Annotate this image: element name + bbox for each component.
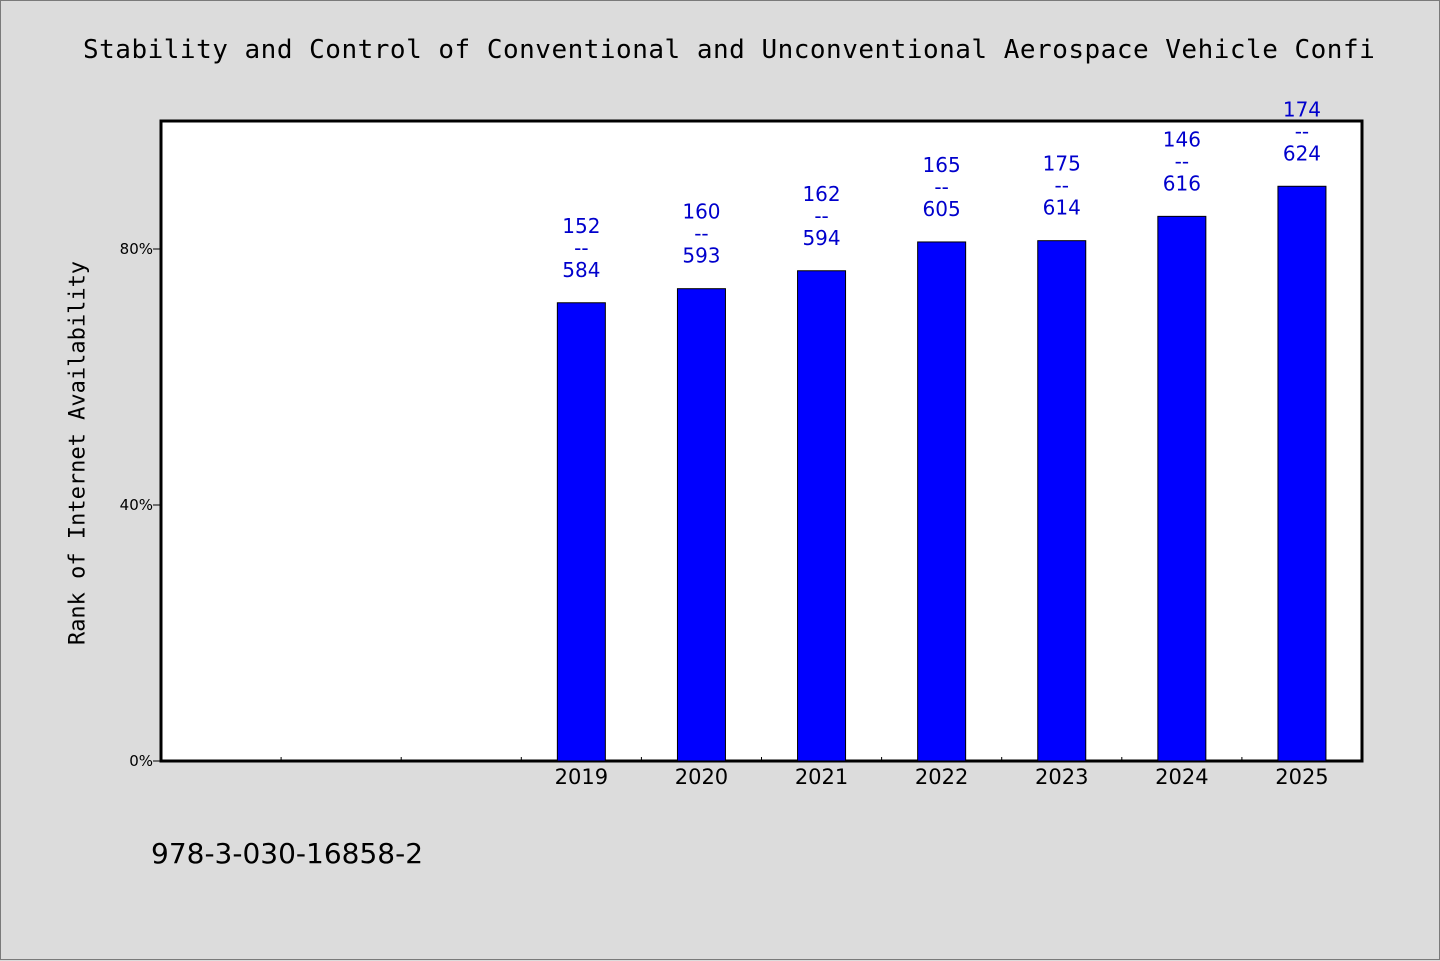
- x-tick-label: 2020: [675, 765, 728, 789]
- bar-data-label-line: 175: [1043, 152, 1081, 176]
- bar-data-label-line: 614: [1043, 196, 1081, 220]
- bar: [1277, 185, 1327, 762]
- bar-data-label: 175--614: [1043, 152, 1081, 220]
- bar-data-label-line: --: [1295, 119, 1309, 143]
- bar-data-label-line: 605: [923, 197, 961, 221]
- bar-data-label-line: --: [574, 236, 588, 260]
- bar-data-label-line: 152: [562, 214, 600, 238]
- bar: [1157, 215, 1207, 762]
- footer-isbn: 978-3-030-16858-2: [151, 837, 424, 870]
- y-tick-label: 0%: [129, 752, 153, 770]
- bar-data-label: 162--594: [802, 182, 840, 250]
- bar: [1037, 240, 1087, 762]
- x-tick-label: 2021: [795, 765, 848, 789]
- bar-data-label: 174--624: [1283, 97, 1321, 165]
- bar-data-label-line: 616: [1163, 171, 1201, 195]
- x-tick-label: 2025: [1275, 765, 1328, 789]
- bar: [917, 241, 967, 762]
- bar-data-label-line: 165: [923, 153, 961, 177]
- y-tick-label: 40%: [120, 496, 153, 514]
- bar-data-label-line: --: [814, 204, 828, 228]
- bar: [676, 288, 726, 762]
- bar-data-label: 146--616: [1163, 127, 1201, 195]
- y-tick-label: 80%: [120, 240, 153, 258]
- bar-data-label-line: 160: [682, 200, 720, 224]
- bar: [797, 270, 847, 762]
- bar-data-label-line: 594: [802, 226, 840, 250]
- bar-data-label-line: 624: [1283, 141, 1321, 165]
- bar-data-label-line: --: [1175, 149, 1189, 173]
- bar-data-label-line: --: [694, 222, 708, 246]
- bar: [556, 302, 606, 762]
- x-tick-label: 2022: [915, 765, 968, 789]
- bar-data-label-line: 162: [802, 182, 840, 206]
- bar-data-label: 165--605: [923, 153, 961, 221]
- bar-data-label: 160--593: [682, 200, 720, 268]
- bar-data-label-line: 146: [1163, 127, 1201, 151]
- bar-data-label-line: --: [934, 175, 948, 199]
- bar-data-label-line: 174: [1283, 97, 1321, 121]
- x-tick-label: 2019: [555, 765, 608, 789]
- x-tick-label: 2023: [1035, 765, 1088, 789]
- bar-data-label-line: --: [1055, 174, 1069, 198]
- bar-data-label: 152--584: [562, 214, 600, 282]
- chart-title: Stability and Control of Conventional an…: [83, 35, 1376, 65]
- bar-data-label-line: 584: [562, 258, 600, 282]
- bar-data-label-line: 593: [682, 244, 720, 268]
- x-tick-label: 2024: [1155, 765, 1208, 789]
